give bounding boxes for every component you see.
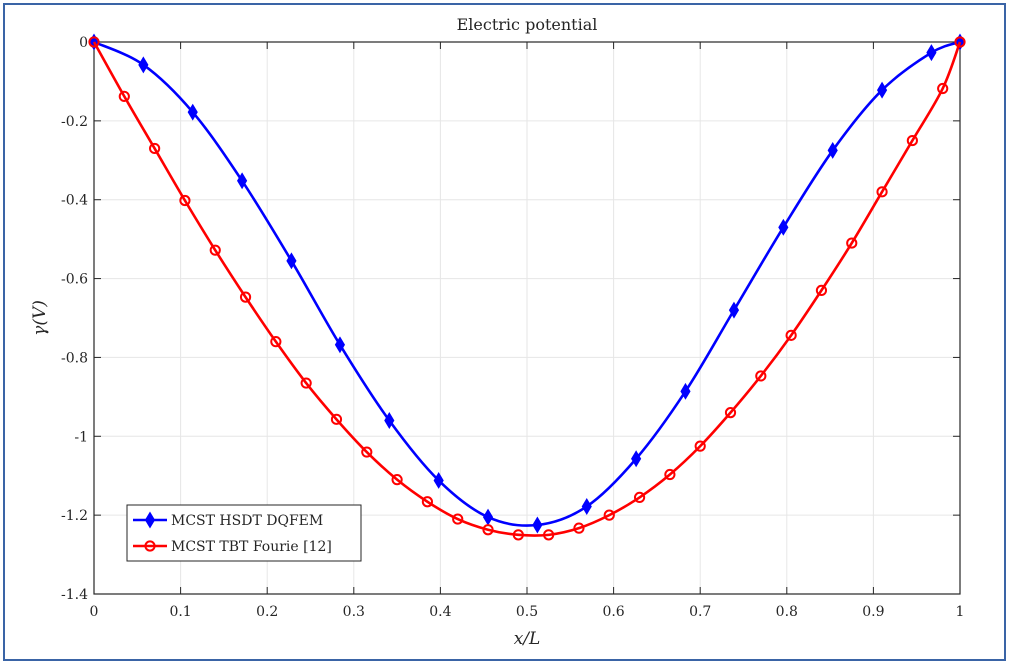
series-layer [88,33,966,541]
series-1-point [138,56,149,74]
series-2-point [573,522,585,534]
series-1-point [827,141,838,159]
line-chart: 0 0.1 0.2 0.3 0.4 0.5 0.6 0.7 0.8 0.9 1 0 -0.2 -0.4 -0… [30,15,966,649]
series-1-point [286,252,297,270]
series-2-point [391,474,403,486]
legend-symbol-series-1 [133,511,167,529]
x-tick-label: 0.3 [343,604,365,620]
legend-symbol-series-2 [133,540,167,552]
series-2-point [512,529,524,541]
legend-label-series-2: MCST TBT Fourie [12] [171,539,332,555]
series-2-point [452,513,464,525]
series-2-point [846,237,858,249]
series-2-point [179,194,191,207]
x-axis-label: x/L [514,629,541,649]
series-1-point [926,44,937,62]
series-1-point [876,81,888,99]
y-tick-label: -1.4 [61,587,88,603]
series-1-point [581,497,592,515]
y-tick-label: -1.2 [61,508,88,524]
series-2-point [209,244,221,256]
y-tick-label: 0 [79,35,88,51]
x-tick-label: 0.5 [516,604,538,620]
series-2 [88,36,966,541]
series-2-point [543,529,555,541]
series-1-point [532,516,543,534]
series-2-point [876,186,888,198]
legend-marker [144,540,156,552]
axes-box [93,41,961,595]
series-1-point [187,103,198,121]
legend: MCST HSDT DQFEM MCST TBT Fourie [12] [126,504,362,562]
series-1-point [680,382,691,400]
series-2-point [694,440,706,452]
legend-label-series-1: MCST HSDT DQFEM [171,513,323,529]
series-1-point [433,471,444,489]
chart-title: Electric potential [457,15,598,34]
x-tick-label: 0.8 [776,604,798,620]
y-tick-label: -0.2 [61,114,88,130]
figure-frame: 0 0.1 0.2 0.3 0.4 0.5 0.6 0.7 0.8 0.9 1 0 -0.2 -0.4 -0… [3,3,1006,661]
y-tick-label: -0.6 [61,272,88,288]
x-tick-label: 0 [90,604,99,620]
y-axis-label: γ(V) [30,300,50,336]
x-tick-label: 0.1 [169,604,191,620]
series-2-point [270,336,282,348]
series-1-point [778,218,789,236]
series-2-point [724,407,737,419]
series-2-point [88,36,100,48]
series-2-point [300,377,312,389]
axes: 0 0.1 0.2 0.3 0.4 0.5 0.6 0.7 0.8 0.9 1 0 -0.2 -0.4 -0… [61,35,964,620]
legend-box [126,504,362,562]
series-2-point [954,36,966,48]
series-2-point [421,496,434,508]
y-tick-label: -0.8 [61,350,88,366]
series-2-point [633,491,646,503]
series-1-point [384,412,395,429]
x-tick-label: 0.2 [256,604,278,620]
series-2-point [482,524,494,536]
series-2-point [906,134,918,147]
x-tick-label: 0.6 [602,604,624,620]
x-tick-label: 0.4 [429,604,451,620]
series-1-point [334,336,346,354]
x-tick-label: 1 [956,604,965,620]
series-2-point [785,329,797,341]
series-2-point [361,446,373,458]
series-2-point [118,90,130,103]
y-tick-label: -0.4 [61,193,88,209]
x-tick-label: 0.9 [862,604,884,620]
series-2-point [937,82,949,95]
series-2-point [603,509,615,521]
series-2-point [755,370,767,382]
legend-marker [144,511,156,529]
series-2-point [330,413,343,425]
x-tick-label: 0.7 [689,604,711,620]
series-2-point [815,284,828,296]
series-2-point [239,291,252,303]
y-tick-label: -1 [74,429,88,445]
series-1-point [237,172,248,190]
series-2-point [664,468,676,481]
series-1-point [631,450,642,468]
series-1-point [728,301,740,319]
series-2-point [149,142,161,155]
